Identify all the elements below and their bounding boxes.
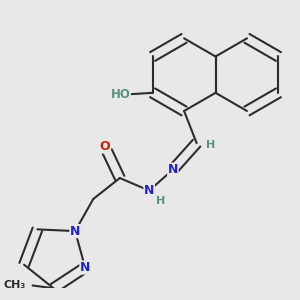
Text: O: O bbox=[100, 140, 110, 153]
Text: N: N bbox=[144, 184, 154, 197]
Text: H: H bbox=[206, 140, 215, 150]
Text: N: N bbox=[80, 261, 90, 274]
Text: N: N bbox=[168, 163, 178, 176]
Text: H: H bbox=[156, 196, 165, 206]
Text: N: N bbox=[70, 225, 80, 238]
Text: HO: HO bbox=[111, 88, 130, 101]
Text: CH₃: CH₃ bbox=[3, 280, 26, 290]
